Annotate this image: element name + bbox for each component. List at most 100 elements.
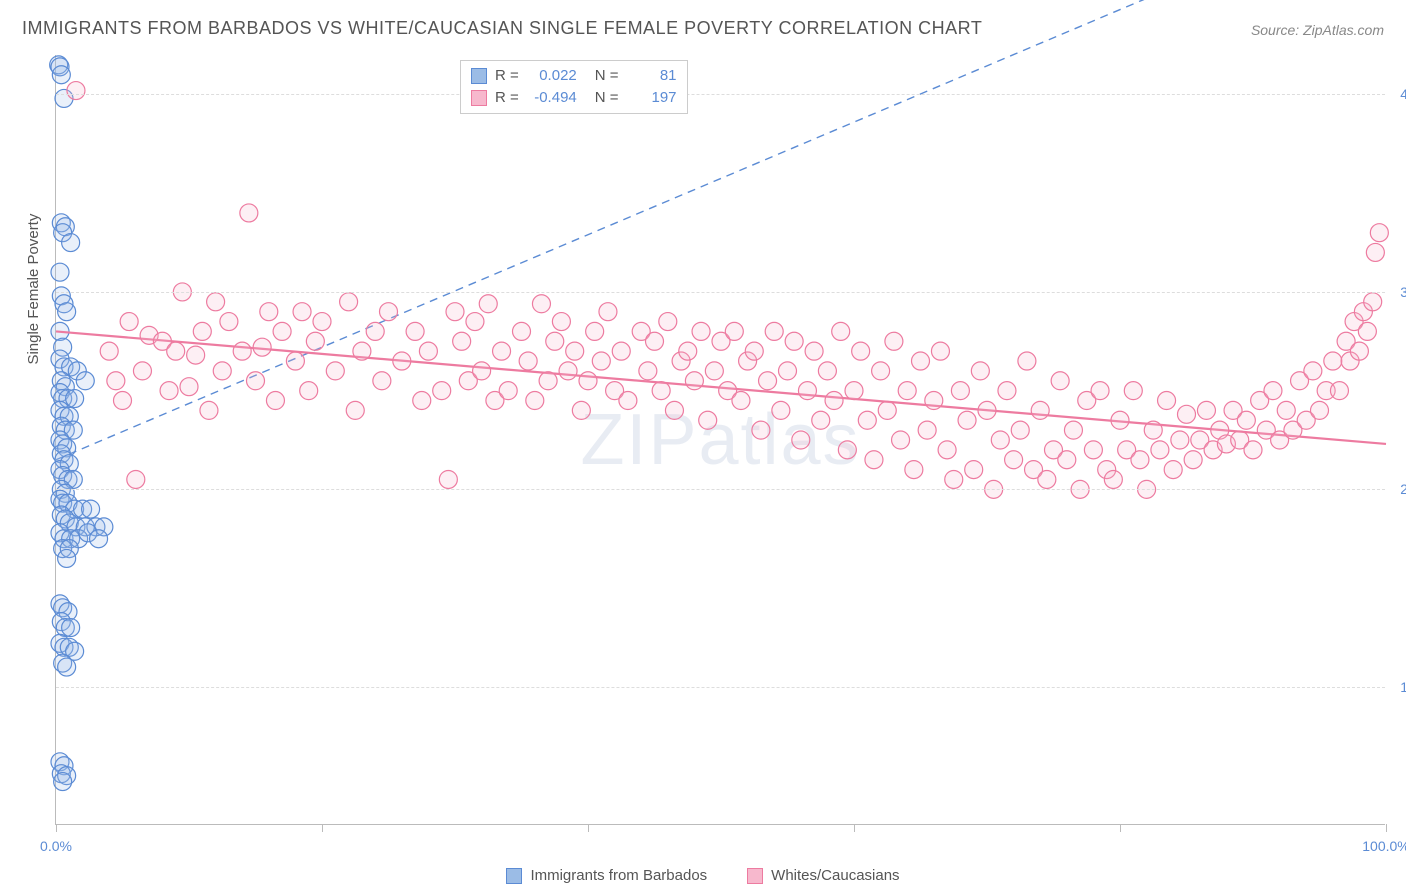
data-point	[798, 382, 816, 400]
data-point	[526, 392, 544, 410]
data-point	[306, 332, 324, 350]
data-point	[1304, 362, 1322, 380]
y-tick-label: 40.0%	[1390, 86, 1406, 102]
data-point	[945, 470, 963, 488]
data-point	[67, 82, 85, 100]
data-point	[918, 421, 936, 439]
legend-r-value: 0.022	[527, 65, 577, 87]
gridline	[56, 489, 1385, 490]
data-point	[1064, 421, 1082, 439]
legend-series-label: Immigrants from Barbados	[530, 867, 707, 884]
data-point	[1031, 401, 1049, 419]
data-point	[812, 411, 830, 429]
data-point	[925, 392, 943, 410]
data-point	[1171, 431, 1189, 449]
data-point	[1366, 243, 1384, 261]
legend-swatch	[506, 868, 522, 884]
data-point	[779, 362, 797, 380]
data-point	[413, 392, 431, 410]
x-tick-label: 100.0%	[1362, 838, 1406, 854]
data-point	[300, 382, 318, 400]
data-point	[1350, 342, 1368, 360]
data-point	[785, 332, 803, 350]
x-tick	[322, 824, 323, 832]
data-point	[213, 362, 231, 380]
data-point	[233, 342, 251, 360]
data-point	[406, 322, 424, 340]
data-point	[266, 392, 284, 410]
data-point	[858, 411, 876, 429]
data-point	[1131, 451, 1149, 469]
data-point	[473, 362, 491, 380]
data-point	[732, 392, 750, 410]
data-point	[439, 470, 457, 488]
data-point	[646, 332, 664, 350]
data-point	[586, 322, 604, 340]
legend-correlation-row: R =-0.494N =197	[471, 87, 677, 109]
legend-series-label: Whites/Caucasians	[771, 867, 899, 884]
data-point	[745, 342, 763, 360]
data-point	[552, 313, 570, 331]
data-point	[1311, 401, 1329, 419]
data-point	[965, 461, 983, 479]
data-point	[52, 66, 70, 84]
data-point	[1330, 382, 1348, 400]
data-point	[1151, 441, 1169, 459]
data-point	[998, 382, 1016, 400]
data-point	[433, 382, 451, 400]
legend-bottom: Immigrants from Barbados Whites/Caucasian…	[0, 867, 1406, 884]
data-point	[366, 322, 384, 340]
data-point	[872, 362, 890, 380]
data-point	[865, 451, 883, 469]
data-point	[1370, 224, 1388, 242]
data-point	[513, 322, 531, 340]
data-point	[127, 470, 145, 488]
data-point	[652, 382, 670, 400]
data-point	[539, 372, 557, 390]
data-point	[1364, 293, 1382, 311]
data-point	[838, 441, 856, 459]
data-point	[519, 352, 537, 370]
x-tick	[1120, 824, 1121, 832]
data-point	[765, 322, 783, 340]
data-point	[931, 342, 949, 360]
data-point	[1091, 382, 1109, 400]
data-point	[612, 342, 630, 360]
data-point	[692, 322, 710, 340]
data-point	[1104, 470, 1122, 488]
y-tick-label: 10.0%	[1390, 679, 1406, 695]
data-point	[54, 773, 72, 791]
data-point	[419, 342, 437, 360]
data-point	[346, 401, 364, 419]
data-point	[260, 303, 278, 321]
data-point	[453, 332, 471, 350]
data-point	[1111, 411, 1129, 429]
data-point	[898, 382, 916, 400]
chart-title: IMMIGRANTS FROM BARBADOS VS WHITE/CAUCAS…	[22, 18, 982, 39]
x-tick	[588, 824, 589, 832]
data-point	[825, 392, 843, 410]
data-point	[546, 332, 564, 350]
data-point	[1084, 441, 1102, 459]
data-point	[240, 204, 258, 222]
data-point	[1178, 405, 1196, 423]
data-point	[58, 549, 76, 567]
data-point	[380, 303, 398, 321]
data-point	[878, 401, 896, 419]
legend-correlation-row: R =0.022N =81	[471, 65, 677, 87]
data-point	[845, 382, 863, 400]
data-point	[971, 362, 989, 380]
y-tick-label: 30.0%	[1390, 284, 1406, 300]
data-point	[446, 303, 464, 321]
legend-swatch	[747, 868, 763, 884]
data-point	[665, 401, 683, 419]
gridline	[56, 94, 1385, 95]
data-point	[566, 342, 584, 360]
x-tick	[56, 824, 57, 832]
data-point	[1164, 461, 1182, 479]
data-point	[592, 352, 610, 370]
data-point	[685, 372, 703, 390]
data-point	[90, 530, 108, 548]
data-point	[978, 401, 996, 419]
data-point	[58, 303, 76, 321]
